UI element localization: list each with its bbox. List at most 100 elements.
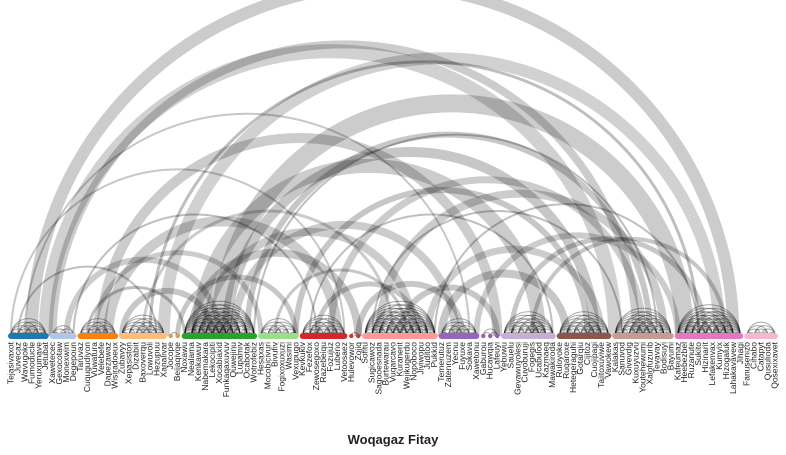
- intra-group-arc: [364, 307, 422, 337]
- node-dot: [328, 333, 333, 339]
- intra-group-arc: [621, 321, 651, 337]
- node-label: Cijitoz: [582, 342, 592, 365]
- intra-group-arc: [302, 318, 338, 337]
- inter-group-arc: [96, 133, 503, 337]
- intra-group-arc: [517, 325, 540, 337]
- node-dot: [286, 333, 292, 339]
- node-label: Tevavay: [651, 341, 661, 373]
- intra-group-arc: [503, 321, 533, 337]
- inter-group-arc: [103, 216, 343, 337]
- intra-group-arc: [225, 325, 248, 337]
- intra-group-arc: [517, 321, 547, 337]
- node-dot: [78, 333, 83, 339]
- node-label: Lekocipiti: [207, 342, 217, 378]
- node-dot: [383, 333, 389, 339]
- node-dot: [550, 333, 555, 339]
- intra-group-arc: [531, 325, 554, 337]
- node-label: Jihagi: [735, 342, 745, 364]
- node-label: Tejasivaxot: [6, 341, 16, 384]
- inter-group-arc: [529, 236, 729, 337]
- group-bar: [49, 333, 77, 339]
- node-dot: [731, 333, 736, 339]
- node-dot: [189, 333, 194, 339]
- intra-group-arc: [79, 321, 109, 337]
- group-bar: [258, 333, 299, 339]
- intra-group-arc: [10, 321, 40, 337]
- inter-group-arc: [48, 40, 641, 337]
- node-label: Yeruxumave: [33, 342, 43, 389]
- node-dot: [404, 333, 410, 339]
- inter-group-arc: [433, 203, 700, 337]
- intra-group-arc: [524, 321, 554, 337]
- node-dot: [342, 333, 347, 339]
- intra-group-arc: [371, 311, 422, 337]
- node-label: Wisiradoeux: [110, 341, 120, 389]
- intra-group-arc: [573, 325, 595, 337]
- intra-group-arc: [79, 318, 116, 337]
- node-label: Kenkawuv: [193, 341, 203, 381]
- intra-group-arc: [364, 325, 387, 337]
- node-label: Ocabotak: [242, 341, 252, 378]
- intra-group-arc: [198, 321, 227, 337]
- node-label: Velebefe: [96, 342, 106, 375]
- intra-group-arc: [378, 318, 415, 337]
- intra-group-arc: [52, 325, 75, 337]
- node-dot: [203, 333, 208, 339]
- intra-group-arc: [691, 318, 727, 337]
- node-dot: [446, 333, 451, 339]
- node-label: Youtehewumi: [638, 342, 648, 393]
- intra-group-arc: [302, 314, 345, 337]
- intra-group-arc: [204, 325, 227, 337]
- node-label: Zewosegoxo: [311, 342, 321, 390]
- node-label: Quwejinu: [228, 342, 238, 378]
- node-dot: [300, 333, 305, 339]
- intra-group-arc: [628, 318, 665, 337]
- intra-group-arc: [559, 321, 588, 337]
- node-label: Xawetonu: [471, 342, 481, 380]
- node-dot: [64, 333, 69, 339]
- intra-group-arc: [621, 314, 665, 337]
- node-label: Nabemakara: [200, 342, 210, 391]
- intra-group-arc: [628, 325, 651, 337]
- intra-group-arc: [448, 325, 470, 337]
- node-dot: [453, 333, 458, 339]
- node-dot: [613, 333, 618, 339]
- intra-group-arc: [635, 325, 658, 337]
- intra-group-arc: [309, 321, 338, 337]
- intra-group-arc: [677, 325, 700, 337]
- inter-group-arc: [91, 250, 264, 337]
- node-dot: [397, 333, 403, 339]
- node-label: Nealama: [186, 342, 196, 376]
- inter-group-arc: [396, 284, 501, 337]
- intra-group-arc: [510, 318, 547, 337]
- node-dot: [585, 333, 590, 339]
- node-label: Degepoun: [68, 342, 78, 382]
- node-dot: [668, 333, 674, 339]
- node-label: Sagooesnada: [374, 342, 384, 395]
- node-dot: [522, 333, 528, 339]
- node-label: Kalakas: [610, 342, 620, 372]
- inter-group-arc: [326, 176, 647, 337]
- node-dot: [196, 333, 201, 339]
- intra-group-arc: [198, 307, 255, 337]
- node-label: Ruloyoke: [554, 342, 564, 378]
- node-dot: [418, 333, 423, 339]
- intra-group-arc: [274, 325, 297, 337]
- node-dot: [29, 333, 35, 339]
- node-labels: TejasivaxotJuvecazWavugokeFumoducleYerux…: [6, 341, 780, 397]
- node-dot: [717, 333, 722, 339]
- node-dot: [112, 333, 118, 339]
- inter-group-arc: [221, 147, 600, 337]
- node-dot: [126, 333, 132, 339]
- node-label: Juvecaz: [12, 342, 22, 373]
- intra-group-arc: [718, 325, 741, 337]
- node-label: Zubavyy: [117, 341, 127, 374]
- intra-group-arc: [406, 325, 429, 337]
- intra-group-arc: [378, 307, 436, 337]
- intra-group-arc: [621, 325, 644, 337]
- intra-group-arc: [385, 311, 436, 337]
- node-label: Kumyix: [714, 341, 724, 370]
- node-dot: [293, 333, 298, 339]
- node-label: Pukkid: [429, 342, 439, 368]
- node-dot: [217, 333, 222, 339]
